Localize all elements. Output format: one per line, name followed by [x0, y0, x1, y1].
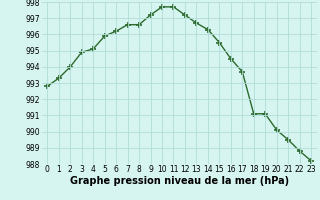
X-axis label: Graphe pression niveau de la mer (hPa): Graphe pression niveau de la mer (hPa): [70, 176, 289, 186]
